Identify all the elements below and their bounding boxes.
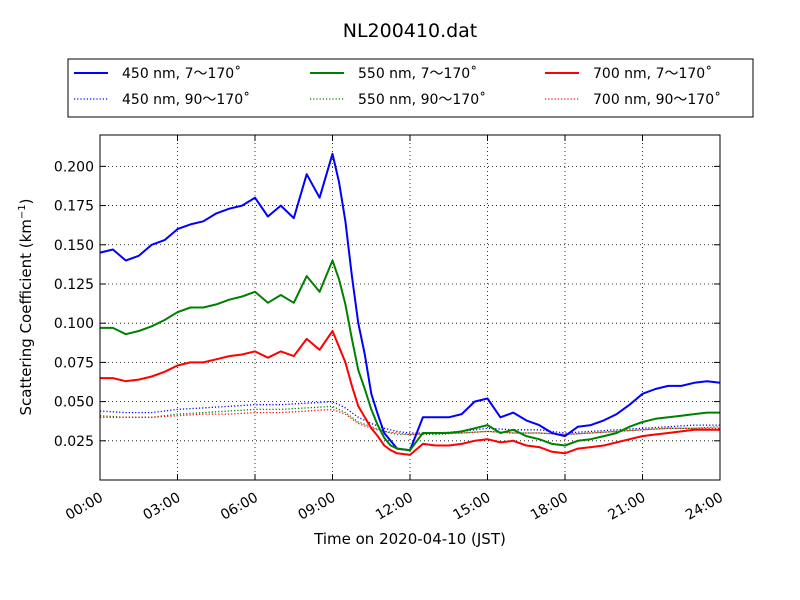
legend: 450 nm, 7～170˚ 550 nm, 7～170˚ 700 nm, 7～17…	[67, 58, 754, 118]
y-tick-label: 0.175	[54, 199, 94, 215]
series-line-5	[100, 408, 720, 436]
x-axis-label: Time on 2020-04-10 (JST)	[313, 530, 506, 548]
legend-box	[67, 58, 754, 118]
y-axis-ticks: 0.025 0.050 0.075 0.100 0.125 0.150 0.175 0.200	[54, 159, 720, 450]
legend-label-3: 450 nm, 90～170˚	[122, 91, 250, 108]
y-tick-label: 0.050	[54, 395, 94, 411]
series-line-3	[99, 400, 720, 434]
y-tick-label: 0.200	[54, 159, 94, 175]
y-tick-label: 0.150	[54, 238, 94, 254]
legend-label-1: 550 nm, 7～170˚	[358, 65, 477, 82]
y-axis-label: Scattering Coefficient (km−1)	[17, 198, 35, 415]
grid	[100, 135, 720, 480]
legend-label-4: 550 nm, 90～170˚	[358, 91, 486, 108]
legend-label-5: 700 nm, 90～170˚	[593, 91, 721, 108]
series-line-1	[100, 259, 720, 452]
y-tick-label: 0.075	[54, 355, 94, 371]
chart-title: NL200410.dat	[343, 20, 478, 42]
y-tick-label: 0.125	[54, 277, 94, 293]
series-line-2	[100, 330, 720, 456]
y-tick-label: 0.025	[54, 434, 94, 450]
legend-label-0: 450 nm, 7～170˚	[122, 65, 241, 82]
plot-series	[99, 152, 721, 456]
legend-label-2: 700 nm, 7～170˚	[593, 65, 712, 82]
series-line-0	[99, 152, 721, 452]
y-tick-label: 0.100	[54, 316, 94, 332]
